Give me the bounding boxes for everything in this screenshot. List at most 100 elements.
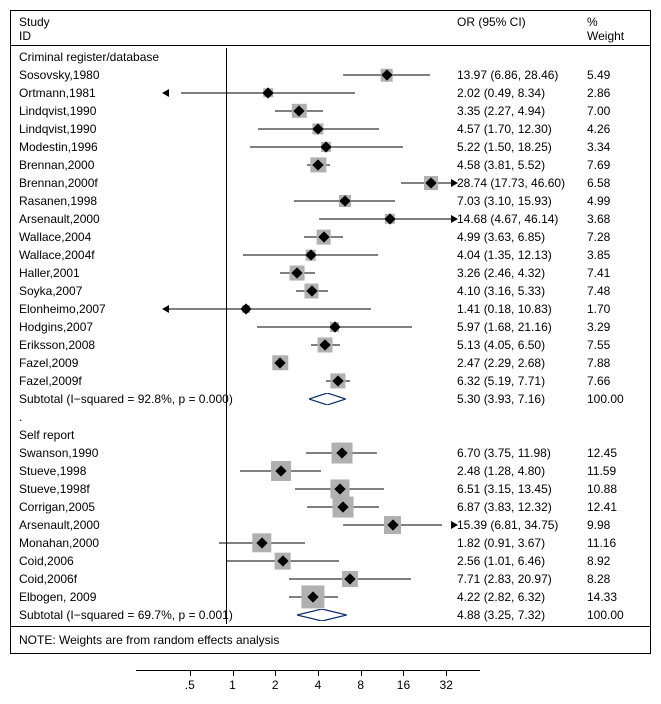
reference-line xyxy=(226,48,227,624)
weight-text: 7.28 xyxy=(587,230,642,244)
study-label: Coid,2006f xyxy=(19,572,169,586)
study-row: Hodgins,20075.97 (1.68, 21.16)3.29 xyxy=(19,318,642,336)
study-row: Lindqvist,19903.35 (2.27, 4.94)7.00 xyxy=(19,102,642,120)
study-label: Brennan,2000f xyxy=(19,176,169,190)
or-ci-text: 4.99 (3.63, 6.85) xyxy=(451,230,587,244)
forest-plot: StudyIDOR (95% CI)%WeightCriminal regist… xyxy=(10,10,651,654)
study-row: Brennan,2000f28.74 (17.73, 46.60)6.58 xyxy=(19,174,642,192)
subtotal-row: Subtotal (I−squared = 69.7%, p = 0.001)4… xyxy=(19,606,642,624)
or-ci-text: 6.32 (5.19, 7.71) xyxy=(451,374,587,388)
study-row: Lindqvist,19904.57 (1.70, 12.30)4.26 xyxy=(19,120,642,138)
study-plot xyxy=(169,228,451,246)
weight-text: 3.29 xyxy=(587,320,642,334)
study-row: Monahan,20001.82 (0.91, 3.67)11.16 xyxy=(19,534,642,552)
or-ci-text: 15.39 (6.81, 34.75) xyxy=(451,518,587,532)
weight-text: 5.49 xyxy=(587,68,642,82)
weight-text: 10.88 xyxy=(587,482,642,496)
weight-text: 7.00 xyxy=(587,104,642,118)
study-plot xyxy=(169,120,451,138)
study-row: Stueve,1998f6.51 (3.15, 13.45)10.88 xyxy=(19,480,642,498)
study-plot xyxy=(169,282,451,300)
weight-text: 7.55 xyxy=(587,338,642,352)
weight-text: 7.66 xyxy=(587,374,642,388)
weight-text: 12.45 xyxy=(587,446,642,460)
study-label: Arsenault,2000 xyxy=(19,212,169,226)
study-label: Corrigan,2005 xyxy=(19,500,169,514)
study-plot xyxy=(169,372,451,390)
study-plot xyxy=(169,300,451,318)
study-plot xyxy=(169,66,451,84)
weight-text: 4.26 xyxy=(587,122,642,136)
axis-line xyxy=(136,670,480,671)
study-plot xyxy=(169,264,451,282)
study-row: Eriksson,20085.13 (4.05, 6.50)7.55 xyxy=(19,336,642,354)
study-label: Lindqvist,1990 xyxy=(19,104,169,118)
or-ci-text: 4.22 (2.82, 6.32) xyxy=(451,590,587,604)
arrow-right-icon xyxy=(451,179,458,187)
study-row: Rasanen,19987.03 (3.10, 15.93)4.99 xyxy=(19,192,642,210)
study-row: Arsenault,200015.39 (6.81, 34.75)9.98 xyxy=(19,516,642,534)
weight-text: 3.34 xyxy=(587,140,642,154)
header-study-l2: ID xyxy=(19,29,169,43)
or-ci-text: 2.48 (1.28, 4.80) xyxy=(451,464,587,478)
study-plot xyxy=(169,246,451,264)
study-label: Arsenault,2000 xyxy=(19,518,169,532)
study-label: Fazel,2009f xyxy=(19,374,169,388)
arrow-right-icon xyxy=(451,215,458,223)
weight-text: 14.33 xyxy=(587,590,642,604)
study-label: Stueve,1998 xyxy=(19,464,169,478)
study-row: Coid,20062.56 (1.01, 6.46)8.92 xyxy=(19,552,642,570)
axis-tick-label: 8 xyxy=(357,678,364,692)
or-ci-text: 6.51 (3.15, 13.45) xyxy=(451,482,587,496)
study-row: Modestin,19965.22 (1.50, 18.25)3.34 xyxy=(19,138,642,156)
study-label: Elbogen, 2009 xyxy=(19,590,169,604)
header-weight: %Weight xyxy=(587,15,642,43)
or-ci-text: 2.02 (0.49, 8.34) xyxy=(451,86,587,100)
subtotal-plot xyxy=(169,390,451,408)
study-plot xyxy=(169,534,451,552)
diamond-icon xyxy=(309,393,346,405)
weight-text: 3.85 xyxy=(587,248,642,262)
study-row: Coid,2006f7.71 (2.83, 20.97)8.28 xyxy=(19,570,642,588)
rows-container: Criminal register/databaseSosovsky,19801… xyxy=(11,48,650,624)
weight-text: 4.99 xyxy=(587,194,642,208)
arrow-left-icon xyxy=(162,89,169,97)
study-plot xyxy=(169,498,451,516)
group-title-row: Criminal register/database xyxy=(19,48,642,66)
study-plot xyxy=(169,174,451,192)
study-label: Elonheimo,2007 xyxy=(19,302,169,316)
axis-tick xyxy=(190,670,191,676)
weight-text: 2.86 xyxy=(587,86,642,100)
study-row: Fazel,2009f 6.32 (5.19, 7.71)7.66 xyxy=(19,372,642,390)
study-row: Arsenault,2000 14.68 (4.67, 46.14)3.68 xyxy=(19,210,642,228)
study-row: Fazel,20092.47 (2.29, 2.68)7.88 xyxy=(19,354,642,372)
study-row: Wallace,2004f4.04 (1.35, 12.13)3.85 xyxy=(19,246,642,264)
axis-tick-label: 16 xyxy=(397,678,410,692)
study-plot xyxy=(169,192,451,210)
weight-text: 3.68 xyxy=(587,212,642,226)
weight-text: 8.92 xyxy=(587,554,642,568)
study-plot xyxy=(169,588,451,606)
study-label: Lindqvist,1990 xyxy=(19,122,169,136)
study-plot xyxy=(169,336,451,354)
study-label: Monahan,2000 xyxy=(19,536,169,550)
study-row: Corrigan,20056.87 (3.83, 12.32)12.41 xyxy=(19,498,642,516)
weight-text: 7.48 xyxy=(587,284,642,298)
or-ci-text: 5.13 (4.05, 6.50) xyxy=(451,338,587,352)
study-label: Haller,2001 xyxy=(19,266,169,280)
axis-tick xyxy=(403,670,404,676)
or-ci-text: 7.03 (3.10, 15.93) xyxy=(451,194,587,208)
study-row: Stueve,19982.48 (1.28, 4.80)11.59 xyxy=(19,462,642,480)
or-ci-text: 4.58 (3.81, 5.52) xyxy=(451,158,587,172)
study-plot xyxy=(169,354,451,372)
or-ci-text: 2.47 (2.29, 2.68) xyxy=(451,356,587,370)
study-plot xyxy=(169,138,451,156)
or-ci-text: 14.68 (4.67, 46.14) xyxy=(451,212,587,226)
study-plot xyxy=(169,102,451,120)
subtotal-row: Subtotal (I−squared = 92.8%, p = 0.000)5… xyxy=(19,390,642,408)
study-plot xyxy=(169,444,451,462)
study-label: Soyka,2007 xyxy=(19,284,169,298)
subtotal-or-text: 4.88 (3.25, 7.32) xyxy=(451,608,587,622)
subtotal-or-text: 5.30 (3.93, 7.16) xyxy=(451,392,587,406)
or-ci-text: 5.97 (1.68, 21.16) xyxy=(451,320,587,334)
